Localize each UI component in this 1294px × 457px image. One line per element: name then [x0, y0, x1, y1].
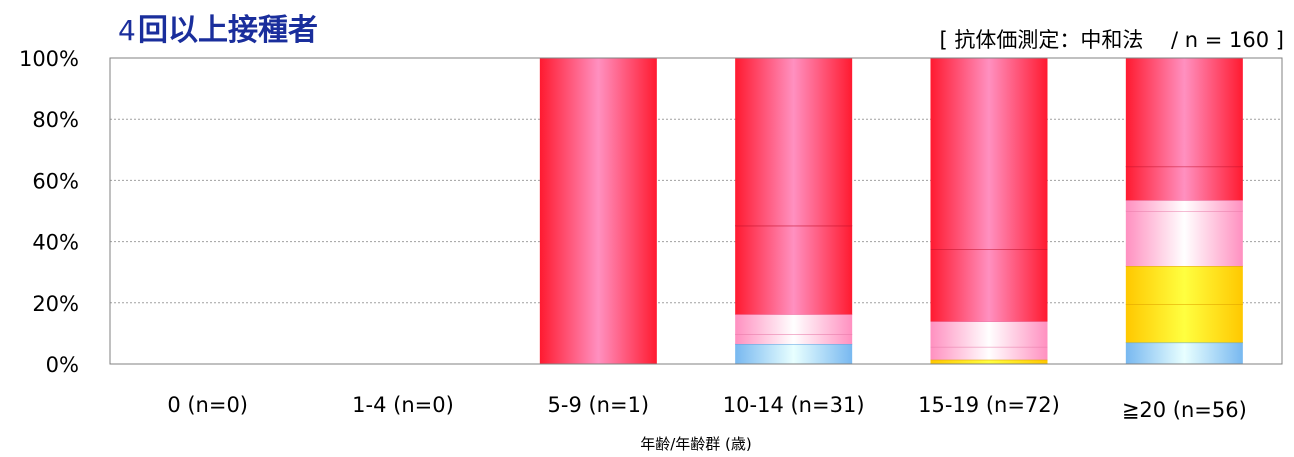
bar-segment: [1125, 166, 1243, 201]
bar-segment: [735, 225, 853, 315]
bar-segment: [1125, 304, 1243, 343]
y-axis-ticks: 0% 20% 40% 60% 80% 100%: [19, 47, 79, 377]
y-tick-label: 60%: [32, 169, 79, 193]
y-tick-label: 0%: [46, 353, 79, 377]
x-axis-label: 年齢/年齢群 (歳): [640, 435, 752, 453]
chart-subtitle: [ 抗体価測定：中和法 / n = 160 ]: [940, 28, 1285, 52]
x-tick-label: 0 (n=0): [167, 393, 248, 417]
x-axis-ticks: 0 (n=0) 1-4 (n=0) 5-9 (n=1) 10-14 (n=31) 15-…: [167, 393, 1247, 422]
bar-segment: [735, 58, 853, 226]
bar-segment: [539, 58, 657, 364]
x-tick-label: 15-19 (n=72): [918, 393, 1060, 417]
bar-segment: [1125, 200, 1243, 211]
bar-segment: [930, 58, 1048, 250]
bar-segment: [930, 249, 1048, 322]
x-tick-label: 10-14 (n=31): [723, 393, 865, 417]
x-tick-label: ≧20 (n=56): [1122, 398, 1247, 422]
bar-segment: [1125, 342, 1243, 364]
chart-title-number: 4: [118, 14, 136, 47]
bar-segment: [735, 344, 853, 364]
y-tick-label: 40%: [32, 231, 79, 255]
chart-title: 回以上接種者: [138, 13, 318, 48]
bar-segment: [735, 314, 853, 335]
bar-segment: [735, 334, 853, 345]
y-tick-label: 80%: [32, 108, 79, 132]
bar-segment: [930, 321, 1048, 347]
bar-segment: [1125, 266, 1243, 305]
bar-segment: [1125, 211, 1243, 267]
bar-segment: [1125, 58, 1243, 167]
gridlines: [110, 118, 1282, 304]
y-tick-label: 100%: [19, 47, 79, 71]
plot-border: [109, 57, 1283, 365]
bar-segment: [930, 346, 1048, 360]
x-tick-label: 5-9 (n=1): [548, 393, 650, 417]
bar-segment: [930, 359, 1048, 364]
y-tick-label: 20%: [32, 292, 79, 316]
bars: [539, 58, 1243, 364]
x-tick-label: 1-4 (n=0): [352, 393, 454, 417]
